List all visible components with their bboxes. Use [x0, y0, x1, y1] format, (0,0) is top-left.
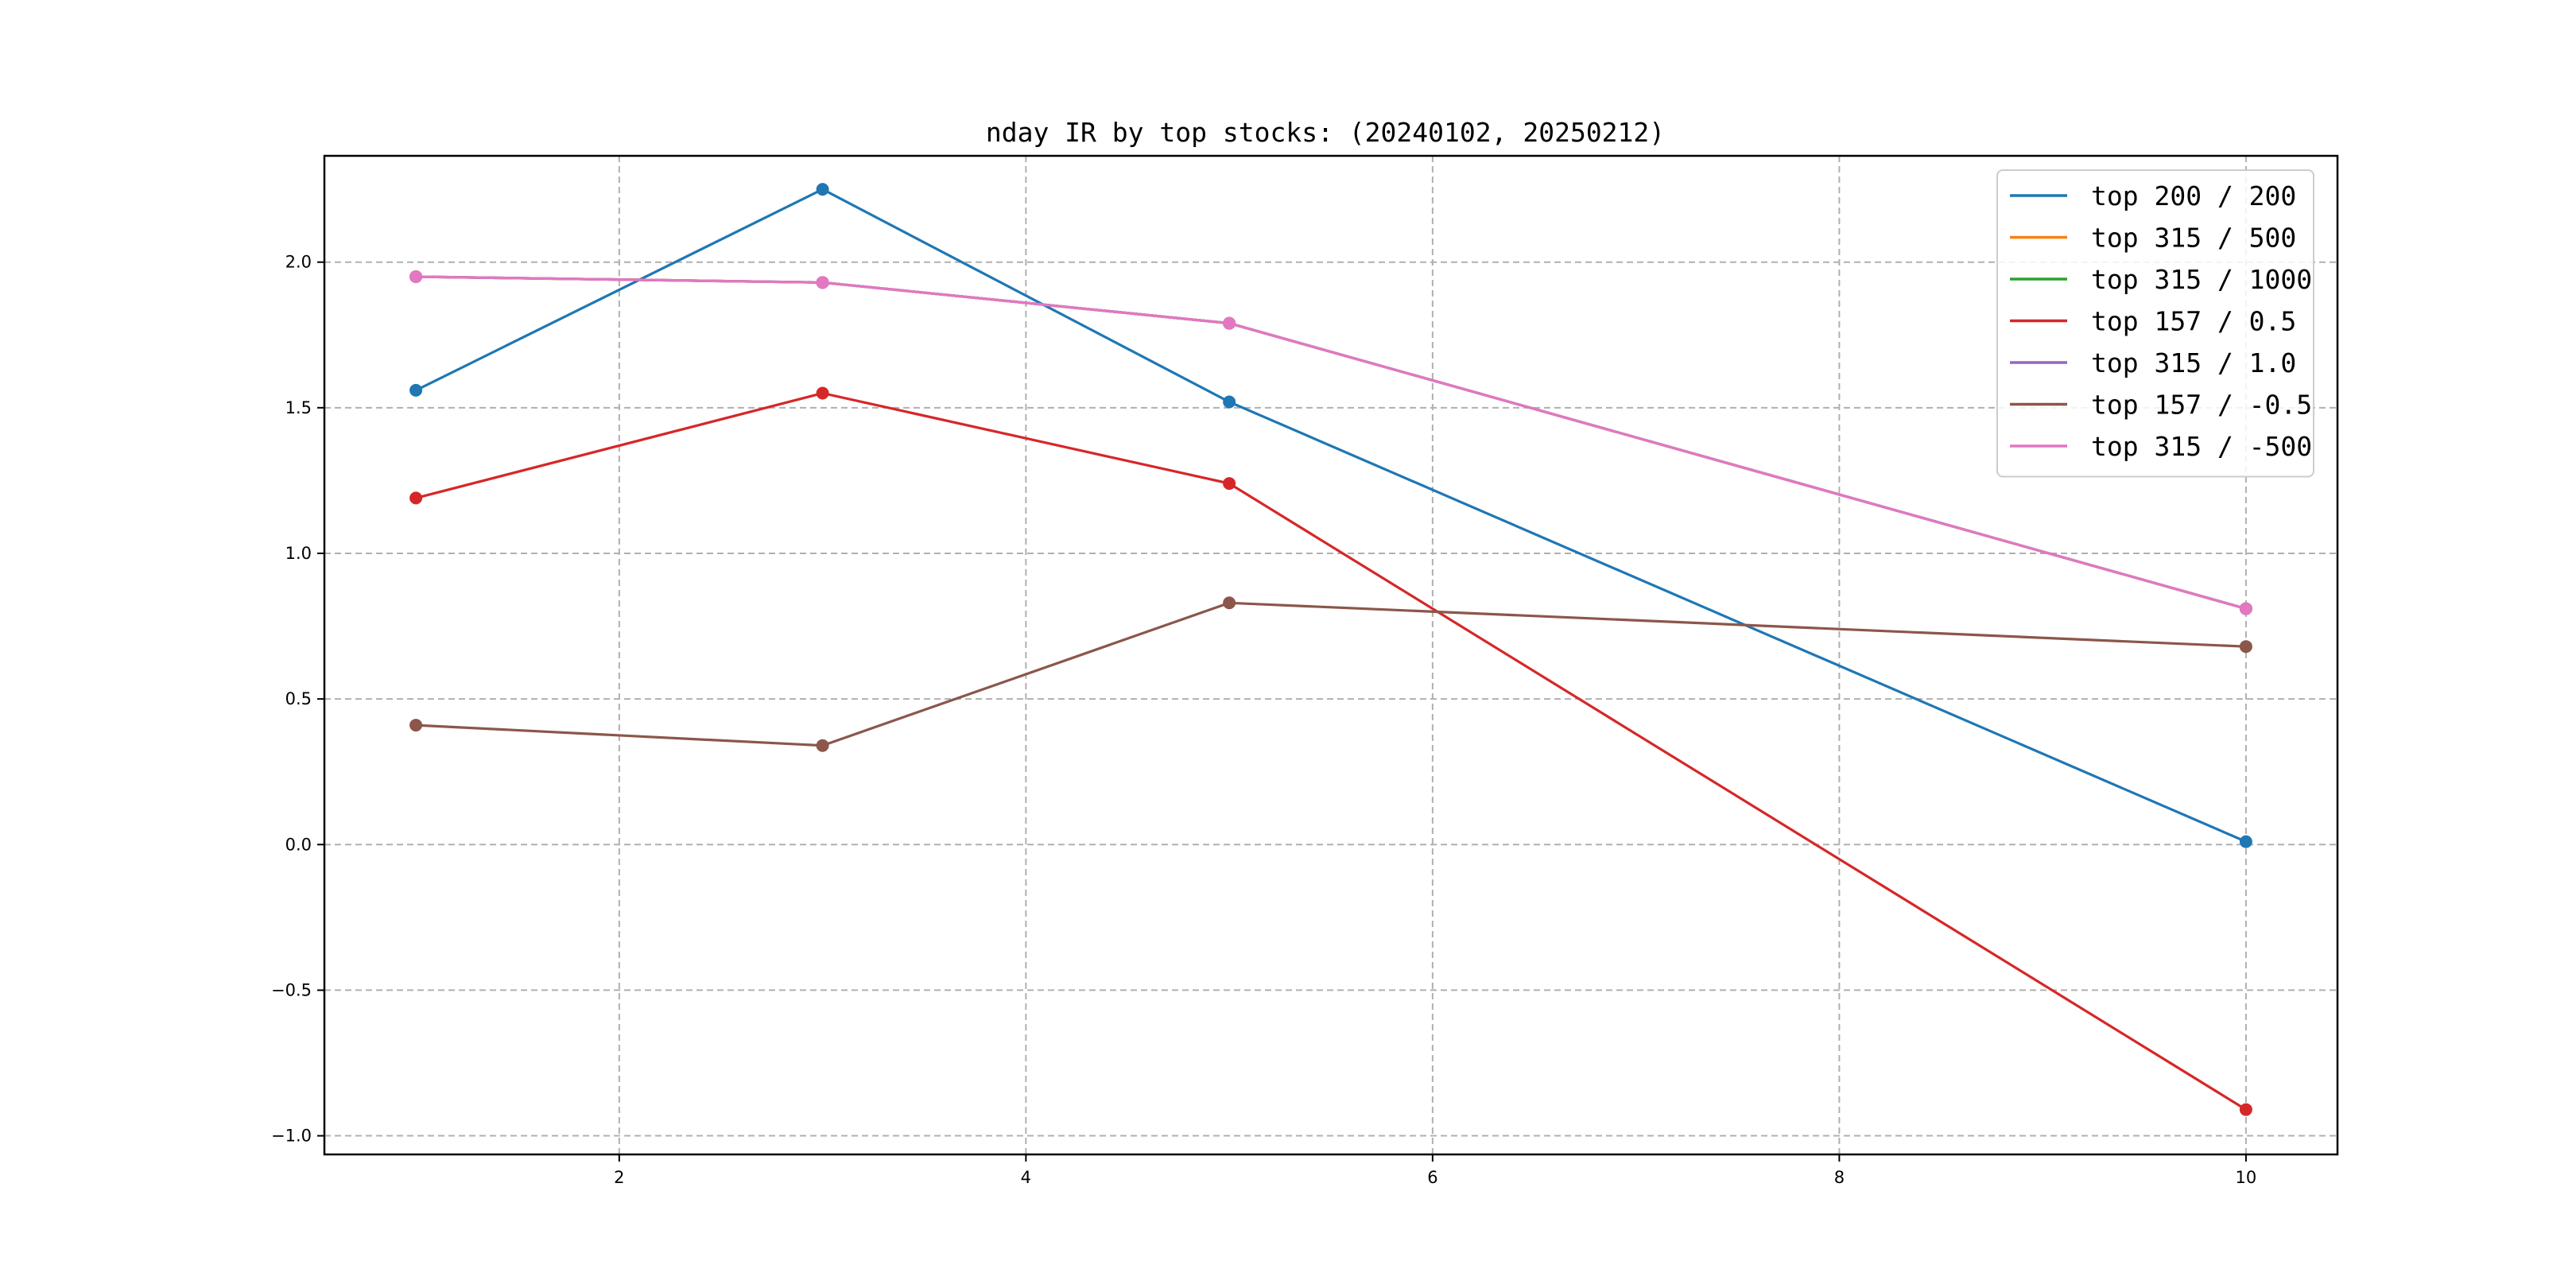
y-tick-label: 1.0: [285, 544, 312, 563]
series-line: [415, 188, 2247, 844]
series-point: [816, 183, 829, 196]
series-layer: [409, 183, 2252, 1116]
series-line: [415, 391, 2247, 1111]
series-point: [816, 739, 829, 752]
legend-label: top 315 / 500: [2091, 223, 2296, 254]
y-tick-label: 1.5: [285, 398, 312, 417]
y-tick-label: 0.5: [285, 689, 312, 708]
series-point: [1223, 596, 1236, 610]
series-point: [409, 383, 423, 397]
legend-label: top 315 / -500: [2091, 431, 2312, 462]
series-point: [409, 491, 423, 505]
series-point: [1223, 316, 1236, 330]
x-tick-label: 8: [1834, 1168, 1845, 1187]
series-point: [816, 386, 829, 400]
legend-label: top 315 / 1.0: [2091, 347, 2296, 378]
legend-label: top 200 / 200: [2091, 180, 2296, 211]
axes-frame: [323, 154, 2339, 1156]
y-tick-label: 2.0: [285, 253, 312, 272]
series-point: [409, 270, 423, 284]
chart-title: nday IR by top stocks: (20240102, 202502…: [986, 117, 1665, 148]
series-point: [1223, 395, 1236, 409]
x-tick-label: 2: [614, 1168, 624, 1187]
legend-label: top 157 / 0.5: [2091, 306, 2296, 337]
series-line: [416, 601, 2246, 747]
y-tick-label: 0.0: [285, 835, 312, 854]
y-tick-label: −1.0: [271, 1127, 312, 1146]
series-point: [2239, 640, 2252, 654]
legend-label: top 157 / -0.5: [2091, 390, 2312, 421]
series-point: [1223, 477, 1236, 491]
legend-label: top 315 / 1000: [2091, 264, 2312, 295]
x-tick-label: 4: [1021, 1168, 1031, 1187]
x-tick-label: 10: [2236, 1168, 2257, 1187]
y-tick-label: −0.5: [271, 980, 312, 999]
series-point: [2239, 1103, 2252, 1116]
series-point: [409, 719, 423, 732]
series-point: [816, 276, 829, 289]
x-tick-label: 6: [1427, 1168, 1437, 1187]
legend-box: [1996, 169, 2314, 478]
tick-layer: 2 4 6 8 10 −1.0 −0.5 0.0 0.5 1.0 1.5 2.0: [271, 253, 2256, 1187]
series-point: [2239, 602, 2252, 615]
series-line: [416, 275, 2247, 611]
series-point: [2239, 835, 2252, 848]
legend: top 200 / 200 top 315 / 500 top 315 / 1000…: [1996, 169, 2314, 478]
